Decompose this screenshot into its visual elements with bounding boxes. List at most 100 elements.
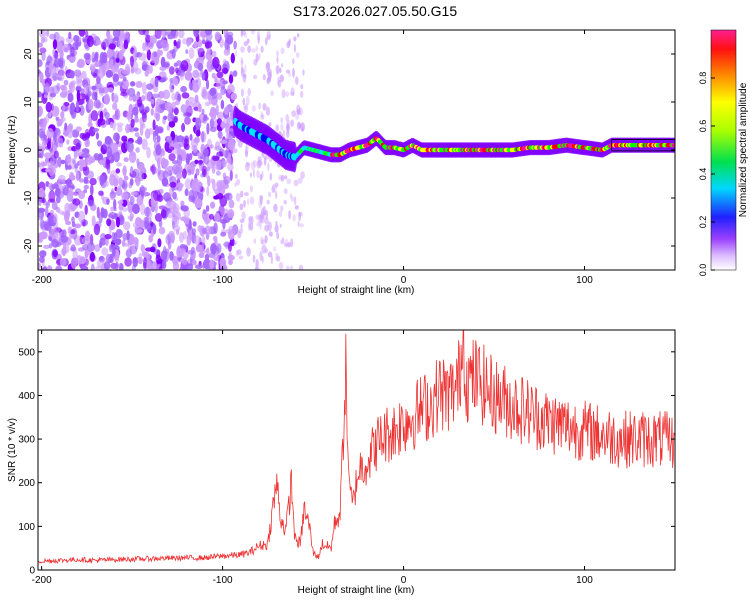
heatmap-cell [209, 213, 214, 220]
heatmap-cell [44, 157, 50, 164]
heatmap-cell [241, 211, 246, 221]
heatmap-cell [244, 103, 249, 113]
heatmap-cell [240, 88, 244, 97]
heatmap-cell [58, 210, 65, 215]
heatmap-cell [220, 99, 225, 110]
heatmap-cell [39, 30, 46, 38]
heatmap-cell [250, 30, 256, 35]
heatmap-cell [105, 118, 110, 126]
colorbar-tick-label: 0.8 [698, 72, 708, 85]
heatmap-cell [76, 89, 81, 102]
heatmap-cell [47, 214, 52, 227]
x-tick-label: -200 [32, 575, 52, 586]
heatmap-cell [182, 230, 187, 240]
heatmap-cell [213, 222, 218, 235]
heatmap-cell [226, 156, 232, 164]
heatmap-cell [38, 162, 41, 168]
heatmap-cell [298, 264, 304, 270]
heatmap-cell [69, 229, 76, 235]
heatmap-cell [198, 252, 205, 259]
heatmap-cell [209, 118, 215, 129]
heatmap-cell [161, 157, 166, 166]
heatmap-cell [238, 255, 244, 260]
heatmap-cell [252, 254, 256, 263]
heatmap-cell [188, 47, 195, 60]
heatmap-cell [93, 99, 101, 109]
heatmap-cell [173, 39, 177, 47]
heatmap-cell [255, 45, 258, 52]
heatmap-cell [193, 41, 198, 49]
heatmap-cell [135, 81, 143, 88]
heatmap-cell [122, 242, 130, 247]
heatmap-cell [72, 198, 81, 206]
heatmap-cell [140, 109, 148, 115]
heatmap-cell [182, 111, 191, 118]
heatmap-cell [280, 239, 283, 245]
heatmap-cell [187, 37, 192, 46]
heatmap-cell [56, 42, 63, 54]
heatmap-cell [58, 174, 66, 183]
heatmap-cell [151, 93, 160, 99]
heatmap-cell [84, 138, 90, 148]
heatmap-cell [43, 152, 52, 159]
heatmap-cell [251, 48, 256, 53]
heatmap-cell [227, 163, 234, 172]
heatmap-cell [197, 152, 203, 157]
heatmap-cell [296, 121, 301, 131]
heatmap-cell [158, 226, 166, 235]
heatmap-cell [180, 205, 189, 212]
heatmap-cell [172, 191, 177, 200]
heatmap-cell [213, 195, 220, 200]
heatmap-cell [288, 71, 292, 78]
heatmap-cell [130, 81, 136, 87]
heatmap-cell [149, 246, 156, 253]
heatmap-cell [189, 133, 193, 141]
heatmap-cell [266, 199, 270, 205]
heatmap-cell [235, 250, 239, 257]
heatmap-cell [132, 106, 139, 116]
heatmap-cell [44, 82, 50, 93]
heatmap-cell [289, 193, 293, 199]
heatmap-cell [286, 123, 290, 134]
heatmap-cell [250, 161, 256, 171]
heatmap-cell [141, 138, 148, 151]
heatmap-cell [302, 69, 305, 76]
heatmap-cell [157, 165, 161, 176]
heatmap-cell [123, 39, 129, 50]
heatmap-cell [228, 252, 233, 259]
heatmap-cell [226, 31, 234, 38]
heatmap-cell [229, 194, 233, 200]
heatmap-cell [160, 209, 167, 219]
heatmap-cell [232, 70, 238, 77]
heatmap-cell [216, 181, 223, 191]
heatmap-cell [296, 51, 300, 59]
heatmap-cell [205, 79, 210, 90]
heatmap-cell [197, 103, 202, 113]
heatmap-cell [285, 124, 291, 131]
heatmap-cell [203, 258, 211, 270]
x-tick-label: 100 [576, 275, 593, 286]
heatmap-cell [84, 204, 88, 215]
heatmap-cell [245, 145, 248, 154]
heatmap-cell [38, 42, 43, 48]
snr-xlabel: Height of straight line (km) [298, 585, 415, 596]
heatmap-cell [227, 84, 235, 95]
heatmap-cell [227, 138, 236, 151]
heatmap-cell [274, 224, 279, 233]
heatmap-cell [38, 105, 43, 117]
heatmap-cell [112, 73, 120, 83]
heatmap-cell [76, 60, 84, 68]
heatmap-cell [169, 181, 177, 188]
heatmap-cell [82, 166, 88, 171]
heatmap-cell [99, 241, 103, 249]
heatmap-cell [291, 110, 297, 117]
heatmap-cell [211, 72, 216, 79]
heatmap-cell [113, 151, 120, 163]
heatmap-cell [109, 174, 116, 186]
heatmap-cell [192, 221, 197, 227]
heatmap-cell [168, 153, 176, 162]
heatmap-cell [75, 39, 79, 51]
heatmap-cell [235, 192, 241, 202]
heatmap-cell [109, 121, 114, 129]
heatmap-cell [246, 198, 250, 206]
